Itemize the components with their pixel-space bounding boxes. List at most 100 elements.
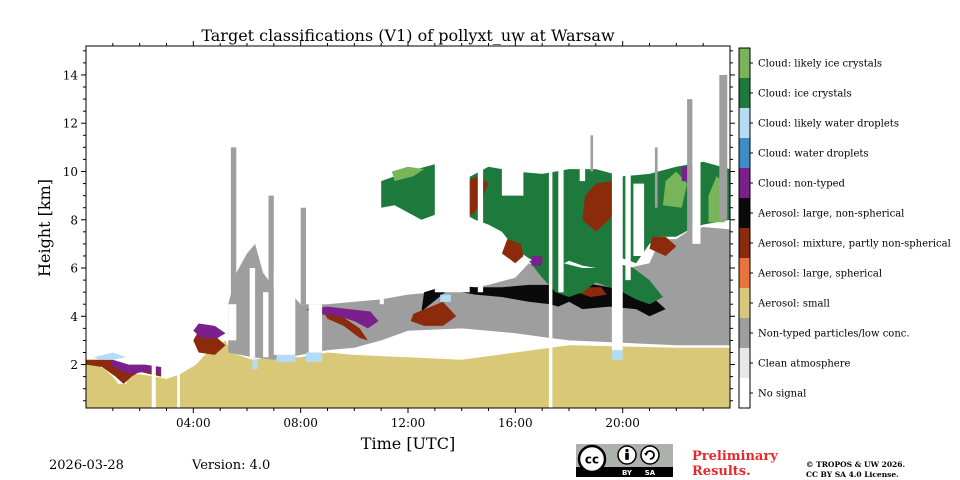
class-region-20 [501,239,524,264]
class-region-48 [611,159,623,351]
class-region-0 [86,340,730,408]
sa-icon [640,445,660,465]
colorbar-swatch [739,288,750,318]
class-region-42 [379,219,384,305]
class-region-43 [434,159,470,293]
y-tick-label: 6 [70,262,78,276]
class-region-12 [252,359,258,370]
colorbar-label: Aerosol: large, spherical [757,269,882,280]
class-region-14 [306,352,323,363]
class-region-31 [687,99,693,232]
x-axis-label: Time [UTC] [361,434,455,453]
colorbar-label: Aerosol: large, non-spherical [757,209,904,220]
cc-text: cc [585,453,599,467]
class-region-34 [590,135,594,172]
y-tick-label: 2 [70,358,78,372]
x-tick-label: 04:00 [176,416,211,430]
colorbar-swatch [739,108,750,138]
class-region-15 [611,350,623,360]
date-label: 2026-03-28 [49,458,124,473]
class-region-33 [654,147,658,208]
colorbar-swatch [739,138,750,168]
colorbar-label: Non-typed particles/low conc. [758,329,910,340]
class-region-8 [193,323,226,338]
x-tick-label: 12:00 [391,416,426,430]
colorbar-label: Cloud: non-typed [758,179,846,190]
colorbar-swatch [739,318,750,348]
plot-area [86,75,730,408]
class-region-24 [391,166,425,182]
copyright-line-1: © TROPOS & UW 2026. [806,460,906,469]
colorbar-label: Cloud: water droplets [758,149,869,160]
y-tick-label: 12 [63,117,78,131]
class-region-51 [692,159,701,244]
colorbar-legend: No signal Clean atmosphere Non-typed parti… [738,47,951,409]
class-region-52 [501,159,524,196]
sa-text: SA [645,469,656,477]
colorbar-swatch [739,378,750,408]
colorbar-label: No signal [758,389,806,400]
class-region-44 [477,159,484,293]
class-region-28 [230,147,237,305]
preliminary-notice: Preliminary Results. [692,449,778,479]
class-region-39 [263,292,269,358]
class-region-47 [579,159,586,182]
copyright-notice: © TROPOS & UW 2026. CC BY SA 4.0 License… [806,460,905,480]
axes: 04:00 08:00 12:00 16:00 20:00 2 4 6 8 10 12 14 [63,41,735,430]
y-axis-label: Height [km] [35,179,54,277]
colorbar-swatch [739,48,750,78]
x-tick-label: 16:00 [498,416,533,430]
colorbar-label: Aerosol: mixture, partly non-spherical [757,239,951,250]
class-region-41 [308,304,323,353]
class-region-29 [268,195,274,293]
y-tick-label: 4 [70,310,78,324]
class-region-46 [558,159,564,293]
class-region-26 [531,256,543,266]
colorbar-label: Cloud: likely ice crystals [758,59,882,70]
colorbar-label: Cloud: likely water droplets [758,119,899,130]
class-region-21 [649,236,677,256]
x-tick-label: 20:00 [605,416,640,430]
colorbar-frame [738,47,751,409]
class-region-27 [440,294,451,302]
class-region-45 [548,159,553,408]
copyright-line-2: CC BY SA 4.0 License. [806,470,899,479]
class-region-9 [110,359,162,375]
cc-icon [577,444,607,474]
colorbar-swatch [739,258,750,288]
class-region-50 [633,183,645,256]
class-region-38 [249,268,256,358]
class-region-11 [94,352,127,360]
colorbar-label: Aerosol: small [757,299,830,310]
colorbar-swatch [739,228,750,258]
class-region-10 [306,306,379,329]
colorbar-label: Clean atmosphere [758,359,851,370]
colorbar-swatch [739,78,750,108]
chart-title: Target classifications (V1) of pollyxt_u… [201,26,615,45]
class-region-22 [662,171,688,208]
class-region-6 [410,301,457,326]
preliminary-line-1: Preliminary [692,449,778,464]
class-region-37 [228,304,237,341]
y-tick-label: 10 [63,165,78,179]
colorbar-swatch [739,348,750,378]
colorbar-label: Cloud: ice crystals [758,89,852,100]
class-region-30 [300,207,306,305]
version-label: Version: 4.0 [192,458,271,473]
class-region-32 [719,75,728,220]
y-tick-label: 8 [70,213,78,227]
class-region-13 [276,354,296,363]
class-region-5 [322,309,368,341]
class-region-36 [177,367,180,408]
y-tick-label: 14 [63,68,79,82]
colorbar-swatch [739,168,750,198]
preliminary-line-2: Results. [692,464,751,479]
cc-by-sa-badge: cc BY SA [576,444,673,477]
class-region-40 [273,268,296,355]
colorbar-swatch [739,198,750,228]
by-text: BY [622,469,633,477]
x-tick-label: 08:00 [283,416,318,430]
class-region-35 [151,357,156,408]
class-region-49 [625,159,631,281]
